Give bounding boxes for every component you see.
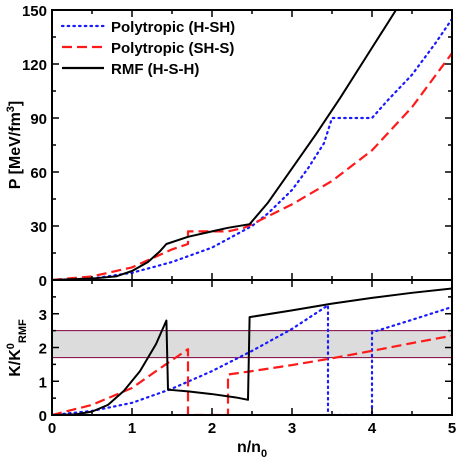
legend: Polytropic (H-SH) Polytropic (SH-S) RMF (H… (60, 19, 235, 78)
legend-label-0: Polytropic (H-SH) (111, 19, 235, 36)
bottom-series-line-0 (52, 304, 452, 415)
x-tick-label: 3 (288, 420, 296, 437)
top-y-tick-label: 60 (30, 165, 47, 182)
top-y-tick-label: 90 (30, 111, 47, 128)
x-tick-label: 2 (208, 420, 216, 437)
x-tick-label: 4 (368, 420, 377, 437)
bottom-series-line-2 (52, 287, 452, 415)
legend-label-2: RMF (H-S-H) (111, 61, 199, 78)
top-y-tick-label: 30 (30, 219, 47, 236)
top-series-line-2 (52, 10, 397, 280)
legend-label-1: Polytropic (SH-S) (111, 40, 234, 57)
top-y-tick-label: 120 (22, 57, 47, 74)
bottom-series-line-1 (52, 334, 452, 415)
bottom-y-tick-label: 0 (39, 408, 47, 425)
bottom-y-tick-label: 1 (39, 374, 47, 391)
top-series-line-1 (52, 52, 452, 280)
bottom-y-axis-label: K/K0RMF (5, 319, 29, 377)
bottom-y-tick-label: 3 (39, 307, 47, 324)
top-y-axis-label: P [MeV/fm3] (5, 101, 24, 190)
top-y-tick-label: 0 (39, 273, 47, 290)
top-y-tick-label: 150 (22, 3, 47, 20)
band-region (52, 330, 452, 358)
x-tick-label: 1 (128, 420, 136, 437)
x-axis-label: n/n0 (237, 439, 267, 460)
top-series-line-0 (52, 17, 452, 280)
x-tick-label: 0 (48, 420, 56, 437)
x-tick-label: 5 (448, 420, 456, 437)
bottom-panel-series (52, 287, 452, 415)
bottom-y-tick-label: 2 (39, 341, 47, 358)
bottom-panel-frame (51, 279, 453, 416)
top-panel-series (52, 10, 452, 280)
